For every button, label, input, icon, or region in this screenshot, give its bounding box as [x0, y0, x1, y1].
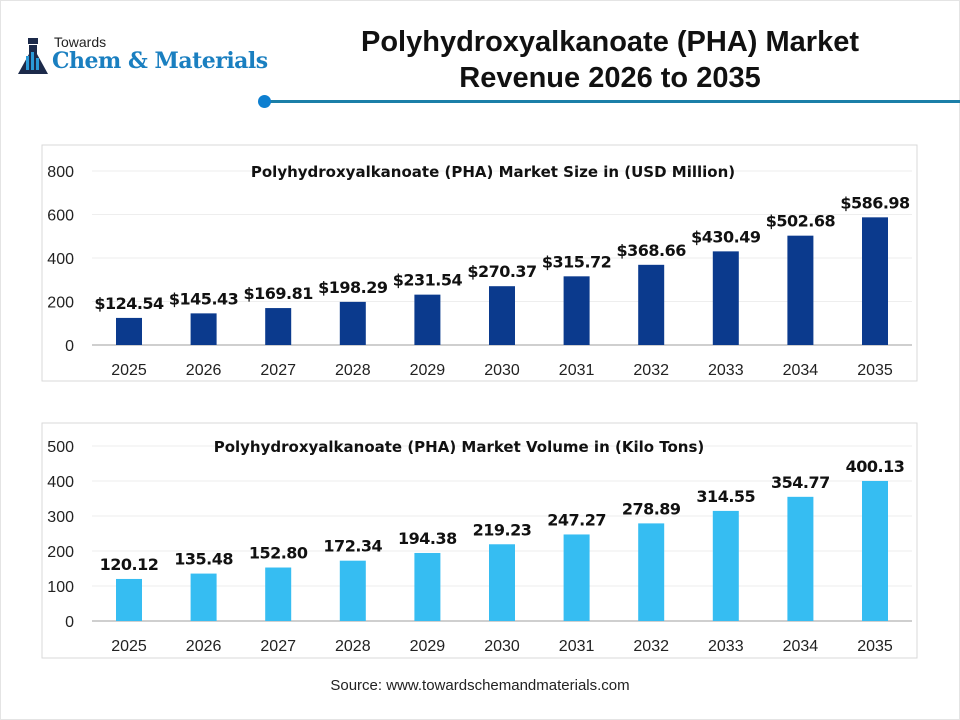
logo-top-text: Towards: [54, 34, 107, 50]
x-tick-label: 2031: [559, 362, 595, 379]
data-label: $270.37: [467, 262, 536, 281]
title-line-2: Revenue 2026 to 2035: [459, 62, 761, 94]
bar: [116, 317, 142, 345]
bar: [712, 251, 739, 345]
data-label: 120.12: [100, 555, 159, 574]
data-label: $430.49: [691, 227, 761, 246]
chart-title: Polyhydroxyalkanoate (PHA) Market Size i…: [251, 163, 735, 181]
x-tick-label: 2029: [410, 638, 446, 655]
bar: [862, 480, 888, 621]
x-tick-label: 2028: [335, 638, 371, 655]
x-tick-label: 2027: [260, 638, 296, 655]
flask-icon: [18, 38, 48, 74]
y-tick-label: 800: [47, 164, 74, 181]
x-tick-label: 2026: [186, 638, 222, 655]
bar: [787, 496, 814, 621]
chart-panel-0: [41, 144, 918, 382]
data-label: 278.89: [622, 499, 681, 518]
bar: [563, 534, 590, 621]
bar: [265, 567, 292, 621]
data-label: $368.66: [617, 241, 687, 260]
bar: [638, 264, 665, 345]
x-tick-label: 2034: [783, 362, 819, 379]
data-label: 314.55: [696, 487, 755, 506]
source-text: Source: www.towardschemandmaterials.com: [330, 677, 630, 694]
bar: [339, 301, 366, 345]
chart-panel-1: [41, 422, 918, 659]
y-tick-label: 200: [47, 295, 74, 312]
page-title: Polyhydroxyalkanoate (PHA) Market Revenu…: [300, 24, 920, 96]
data-label: 219.23: [473, 520, 532, 539]
bar: [862, 217, 888, 345]
x-tick-label: 2035: [857, 362, 893, 379]
y-tick-label: 0: [65, 614, 74, 631]
y-tick-label: 300: [47, 509, 74, 526]
x-tick-label: 2035: [857, 638, 893, 655]
x-tick-label: 2033: [708, 362, 744, 379]
x-tick-label: 2030: [484, 638, 520, 655]
data-label: $315.72: [542, 252, 611, 271]
y-tick-label: 600: [47, 208, 74, 225]
bar: [190, 313, 217, 345]
y-tick-label: 400: [47, 251, 74, 268]
bar: [414, 294, 441, 345]
logo: Towards Chem & Materials: [16, 34, 276, 79]
data-label: $124.54: [94, 294, 164, 313]
data-label: $586.98: [840, 193, 910, 212]
x-tick-label: 2029: [410, 362, 446, 379]
x-tick-label: 2030: [484, 362, 520, 379]
data-label: 354.77: [771, 473, 830, 492]
x-tick-label: 2026: [186, 362, 222, 379]
data-label: $198.29: [318, 278, 388, 297]
x-tick-label: 2032: [633, 362, 669, 379]
data-label: 400.13: [846, 457, 905, 476]
x-tick-label: 2025: [111, 638, 147, 655]
x-tick-label: 2028: [335, 362, 371, 379]
data-label: $145.43: [169, 289, 238, 308]
bar: [190, 573, 217, 621]
data-label: 135.48: [174, 550, 233, 569]
y-tick-label: 500: [47, 439, 74, 456]
accent-rule: [265, 100, 960, 103]
y-tick-label: 400: [47, 474, 74, 491]
x-tick-label: 2032: [633, 638, 669, 655]
data-label: $231.54: [393, 271, 463, 290]
bar: [712, 510, 739, 621]
x-tick-label: 2031: [559, 638, 595, 655]
data-label: 152.80: [249, 544, 308, 563]
data-label: 194.38: [398, 529, 457, 548]
data-label: $169.81: [244, 284, 314, 303]
logo-main-text: Chem & Materials: [52, 48, 268, 74]
data-label: 247.27: [547, 510, 606, 529]
bar: [489, 286, 515, 345]
bar: [638, 523, 665, 621]
bar: [116, 578, 142, 621]
bar: [265, 308, 292, 345]
x-tick-label: 2034: [783, 638, 819, 655]
bar: [489, 544, 515, 621]
title-line-1: Polyhydroxyalkanoate (PHA) Market: [361, 26, 859, 58]
y-tick-label: 200: [47, 544, 74, 561]
y-tick-label: 100: [47, 579, 74, 596]
bar: [787, 235, 814, 345]
data-label: 172.34: [323, 537, 382, 556]
accent-dot: [258, 95, 271, 108]
bar: [414, 552, 441, 621]
x-tick-label: 2027: [260, 362, 296, 379]
y-tick-label: 0: [65, 338, 74, 355]
x-tick-label: 2033: [708, 638, 744, 655]
bar: [563, 276, 590, 345]
chart-title: Polyhydroxyalkanoate (PHA) Market Volume…: [214, 438, 705, 456]
x-tick-label: 2025: [111, 362, 147, 379]
bar: [339, 560, 366, 621]
data-label: $502.68: [766, 212, 836, 231]
